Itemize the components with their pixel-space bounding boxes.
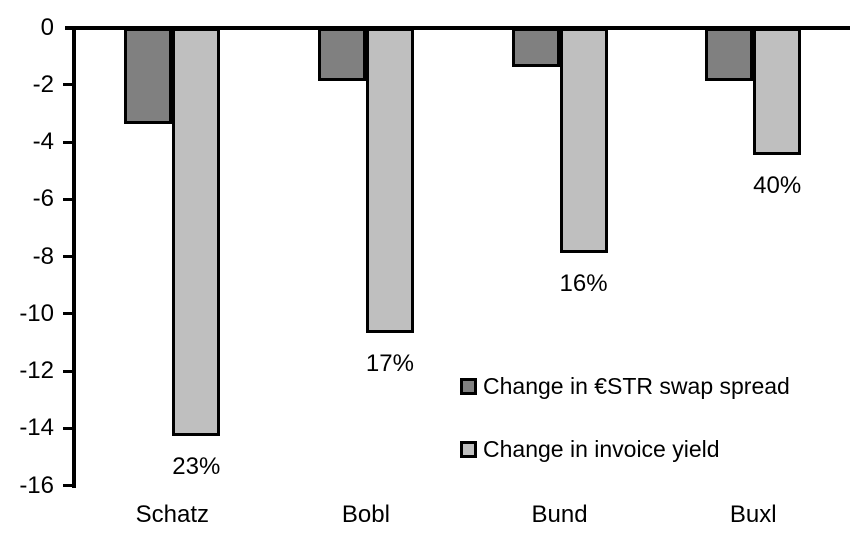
- bar-invoice-yield-bobl: [365, 27, 414, 333]
- bar-invoice-yield-bund: [559, 27, 608, 253]
- y-axis-line: [72, 25, 76, 488]
- bar-invoice-yield-buxl: [753, 27, 802, 156]
- y-tick-mark: [63, 369, 73, 373]
- y-tick-mark: [63, 197, 73, 201]
- y-tick-mark: [63, 140, 73, 144]
- bar-swap-spread-bobl: [317, 27, 366, 82]
- legend-swatch-swap-spread: [460, 377, 477, 395]
- legend: Change in €STR swap spread Change in invo…: [460, 374, 790, 461]
- y-tick-mark: [63, 484, 73, 487]
- bar-value-label-bobl: 17%: [365, 349, 414, 377]
- y-tick-label: -8: [32, 242, 54, 270]
- bar-invoice-yield-schatz: [172, 27, 221, 436]
- x-category-label-schatz: Schatz: [135, 501, 209, 528]
- y-tick-mark: [63, 255, 73, 258]
- y-tick-label: 0: [40, 13, 54, 41]
- y-tick-mark: [63, 426, 73, 430]
- legend-swatch-invoice-yield: [460, 440, 477, 458]
- y-tick-label: -12: [19, 357, 54, 384]
- x-category-label-buxl: Buxl: [729, 501, 777, 528]
- y-tick-label: -2: [32, 70, 54, 98]
- bar-value-label-schatz: 23%: [172, 452, 221, 480]
- x-category-label-bobl: Bobl: [341, 501, 390, 528]
- bar-value-label-buxl: 40%: [753, 172, 802, 200]
- bar-swap-spread-buxl: [705, 27, 754, 82]
- x-axis-zero-line: [65, 25, 850, 30]
- bar-swap-spread-bund: [511, 27, 560, 67]
- y-tick-mark: [63, 83, 73, 87]
- bar-value-label-bund: 16%: [559, 269, 608, 297]
- bar-swap-spread-schatz: [124, 27, 173, 124]
- x-category-label-bund: Bund: [531, 501, 588, 528]
- y-tick-label: -16: [19, 471, 54, 499]
- legend-label-swap-spread: Change in €STR swap spread: [483, 373, 790, 399]
- y-tick-label: -14: [19, 414, 54, 442]
- y-tick-label: -10: [19, 299, 54, 327]
- legend-item-invoice-yield: Change in invoice yield: [460, 437, 790, 461]
- y-tick-label: -4: [32, 128, 54, 155]
- y-tick-mark: [63, 312, 73, 316]
- legend-label-invoice-yield: Change in invoice yield: [483, 436, 720, 462]
- legend-item-swap-spread: Change in €STR swap spread: [460, 374, 790, 398]
- y-tick-label: -6: [32, 185, 54, 213]
